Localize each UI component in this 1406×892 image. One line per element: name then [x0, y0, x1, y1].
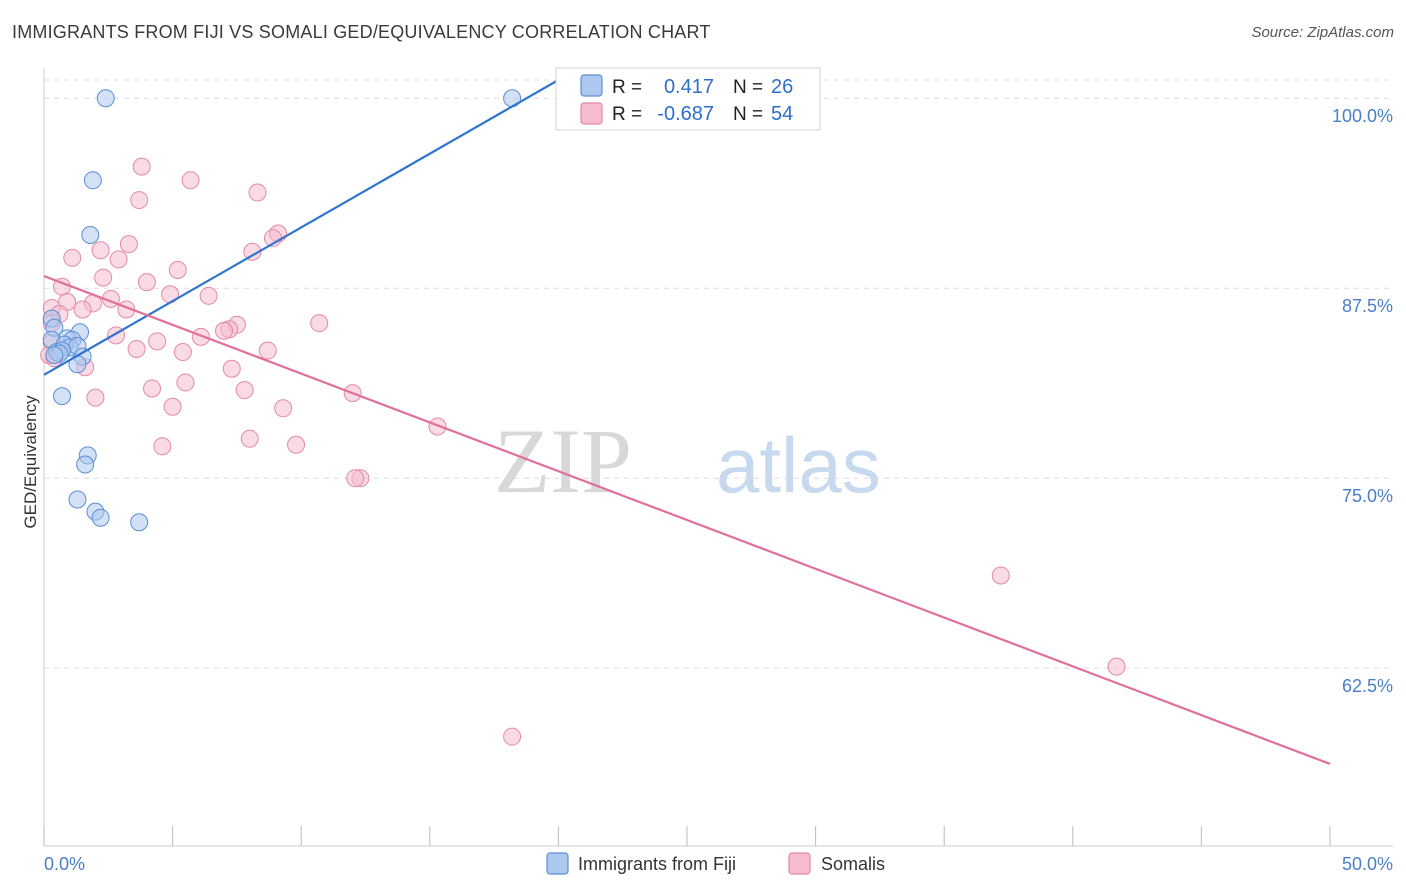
somali-point	[191, 327, 210, 346]
somali-point	[258, 341, 277, 360]
x-tick-label-max: 50.0%	[1342, 854, 1393, 874]
legend-r-value-somalis: -0.687	[657, 103, 714, 125]
watermark: ZIP atlas	[494, 410, 881, 512]
somali-point	[63, 248, 82, 267]
series-legend: Immigrants from Fiji Somalis	[546, 852, 885, 875]
somali-point	[222, 359, 241, 378]
legend-r-label: R =	[612, 77, 642, 98]
somali-point	[148, 332, 167, 351]
legend-n-value-somalis: 54	[771, 103, 793, 125]
somali-point	[181, 171, 200, 190]
somali-point	[287, 435, 306, 454]
somali-point	[503, 727, 522, 746]
y-tick-label: 62.5%	[1342, 676, 1393, 696]
somali-point	[143, 379, 162, 398]
y-tick-label: 87.5%	[1342, 296, 1393, 316]
fiji-point	[53, 387, 72, 406]
somali-trend-line	[43, 275, 1331, 765]
somali-point	[130, 191, 149, 210]
y-axis-title: GED/Equivalency	[21, 395, 40, 529]
fiji-point	[96, 89, 115, 108]
legend-swatch-fiji	[580, 74, 603, 97]
legend-r-value-fiji: 0.417	[664, 76, 714, 98]
somali-point	[137, 273, 156, 292]
somali-point	[199, 286, 218, 305]
correlation-legend: R = 0.417 N = 26 R = -0.687 N = 54	[555, 67, 821, 131]
somali-point	[240, 429, 259, 448]
somali-point	[132, 157, 151, 176]
y-tick-label: 75.0%	[1342, 486, 1393, 506]
fiji-point	[83, 171, 102, 190]
bottom-legend-label-fiji: Immigrants from Fiji	[578, 854, 736, 874]
data-points	[40, 89, 1126, 746]
fiji-point	[91, 508, 110, 527]
somali-point	[73, 300, 92, 319]
somali-point	[991, 566, 1010, 585]
somali-point	[86, 388, 105, 407]
fiji-point	[81, 226, 100, 245]
legend-n-label: N =	[733, 104, 763, 125]
source-label: Source: ZipAtlas.com	[1251, 24, 1394, 41]
legend-swatch-somalis	[580, 102, 603, 125]
somali-point	[274, 399, 293, 418]
legend-n-value-fiji: 26	[771, 76, 793, 98]
watermark-atlas: atlas	[716, 421, 881, 509]
x-tick-label-min: 0.0%	[44, 854, 85, 874]
somali-point	[1107, 657, 1126, 676]
trend-lines	[43, 79, 1331, 765]
bottom-legend-label-somalis: Somalis	[821, 854, 885, 874]
axes	[43, 68, 1393, 847]
fiji-point	[68, 490, 87, 509]
somali-point	[310, 314, 329, 333]
somali-point	[176, 373, 195, 392]
fiji-point	[45, 346, 64, 365]
watermark-zip: ZIP	[494, 410, 632, 512]
y-tick-label: 100.0%	[1332, 106, 1393, 126]
fiji-point	[76, 455, 95, 474]
legend-n-label: N =	[733, 77, 763, 98]
somali-point	[346, 469, 365, 488]
somali-point	[109, 250, 128, 269]
somali-point	[215, 321, 234, 340]
chart-title: IMMIGRANTS FROM FIJI VS SOMALI GED/EQUIV…	[12, 22, 711, 42]
somali-point	[168, 260, 187, 279]
somali-point	[248, 183, 267, 202]
legend-r-label: R =	[612, 104, 642, 125]
somali-point	[153, 437, 172, 456]
somali-point	[127, 340, 146, 359]
somali-point	[119, 235, 138, 254]
somali-point	[94, 268, 113, 287]
grid-lines	[44, 79, 1393, 669]
somali-point	[173, 343, 192, 362]
fiji-point	[130, 513, 149, 532]
bottom-legend-swatch-fiji	[546, 852, 569, 875]
bottom-legend-swatch-somalis	[788, 852, 811, 875]
fiji-trend-line	[43, 79, 559, 376]
somali-point	[91, 241, 110, 260]
somali-point	[163, 397, 182, 416]
somali-point	[235, 381, 254, 400]
